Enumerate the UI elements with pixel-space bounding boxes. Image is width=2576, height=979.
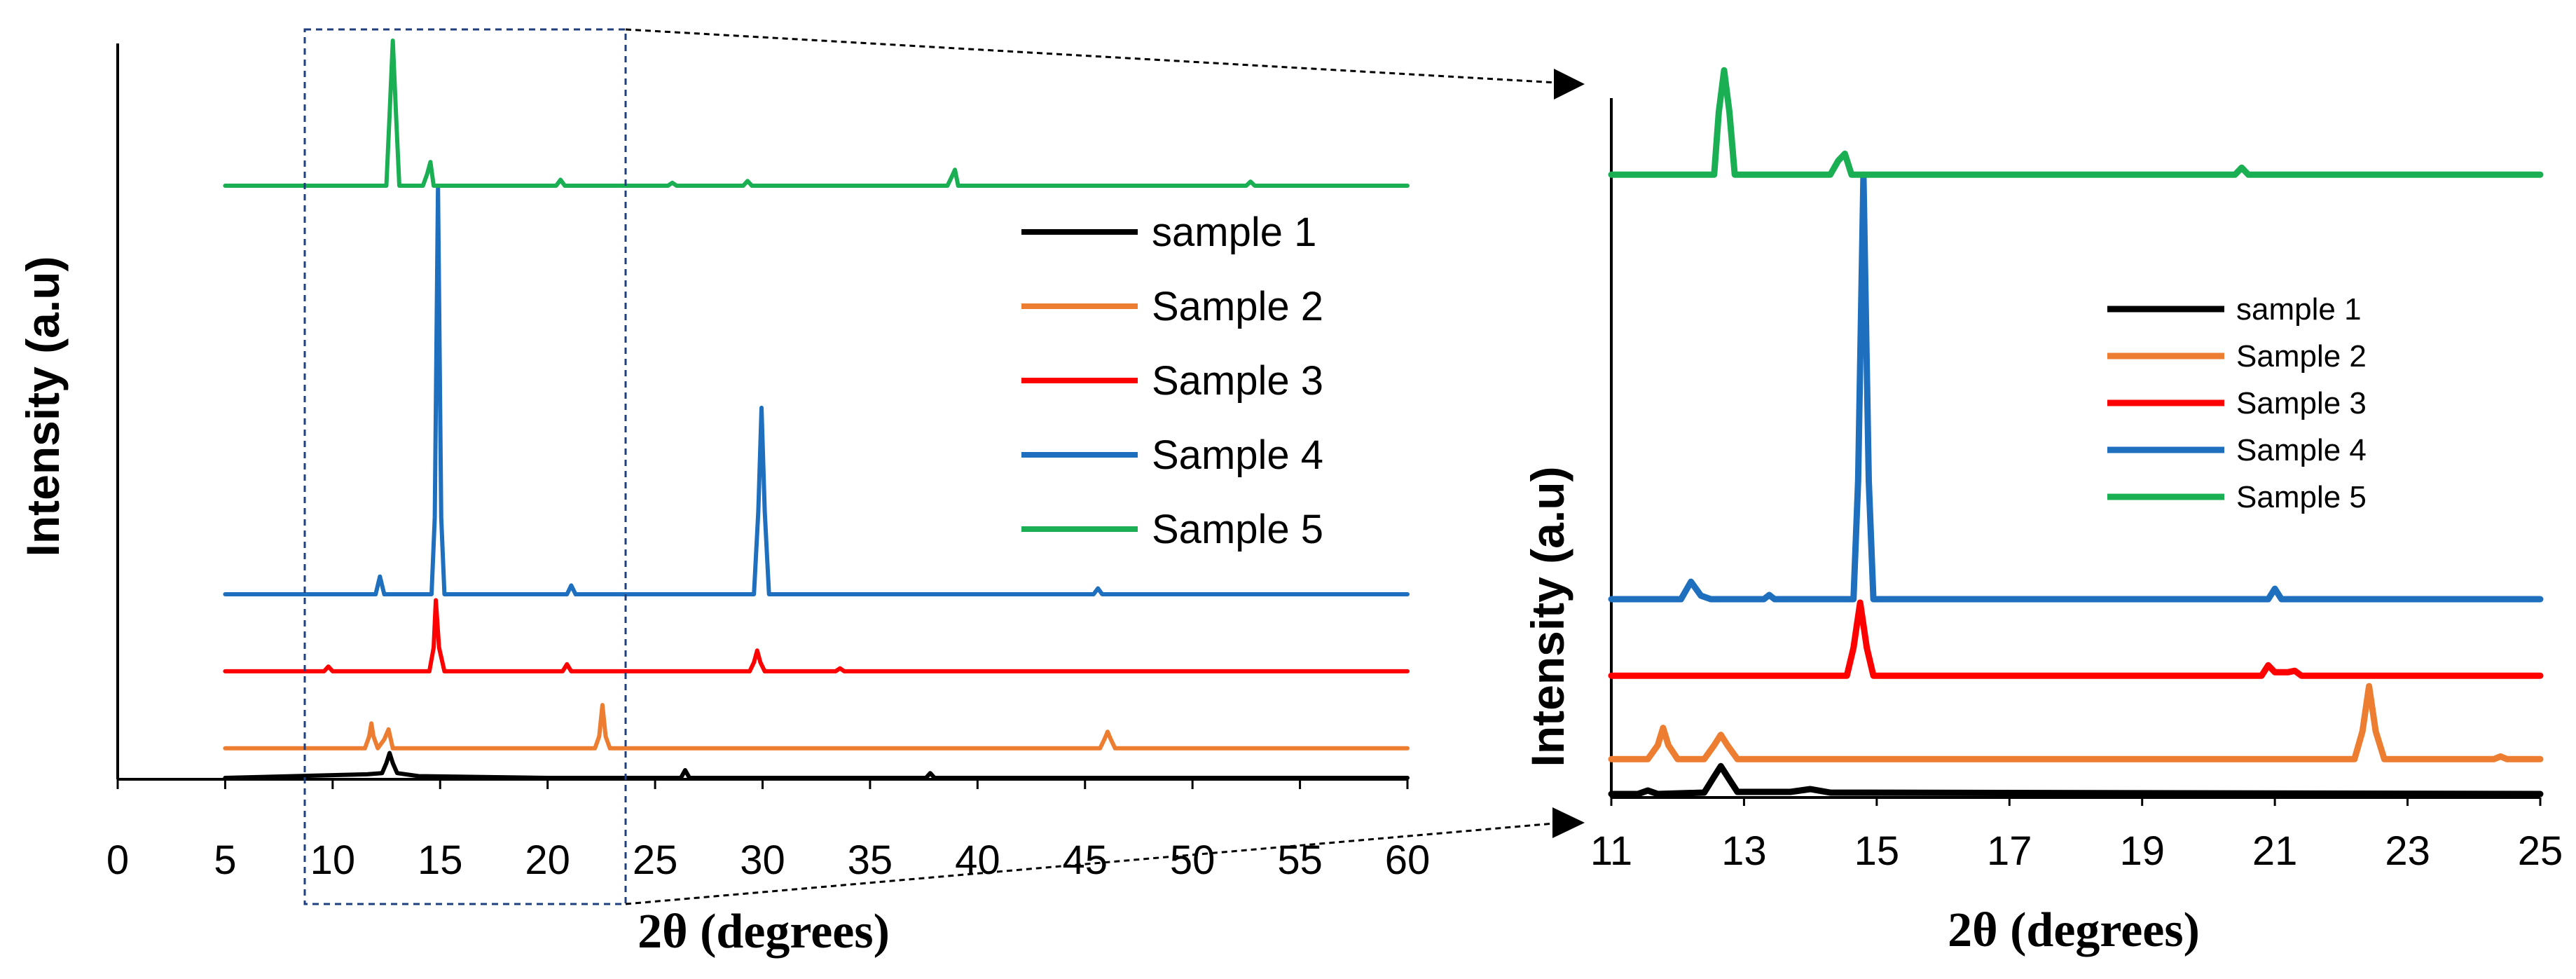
right-x-ticks: 11 13 15 17 19 21 23 25 bbox=[1590, 797, 2563, 874]
legend-label-sample-3: Sample 3 bbox=[1152, 358, 1323, 404]
x-tick-label: 30 bbox=[740, 837, 785, 883]
full-range-panel: 0 5 10 15 20 25 30 35 40 45 50 55 60 Intensity (a.u)… bbox=[17, 28, 1430, 959]
x-tick-label: 17 bbox=[1987, 828, 2032, 874]
zoom-arrowhead-bottom-icon bbox=[1552, 807, 1585, 838]
zoom-connector-bottom bbox=[625, 822, 1555, 905]
series-sample-5 bbox=[1608, 67, 2544, 178]
left-legend: sample 1 Sample 2 Sample 3 Sample 4 Sample 5 bbox=[1021, 210, 1323, 552]
x-tick-label: 15 bbox=[418, 837, 463, 883]
series-sample-5 bbox=[223, 39, 1410, 188]
series-sample-3 bbox=[1608, 599, 2544, 679]
zoom-connector-top bbox=[625, 28, 1583, 88]
zoom-selection-box bbox=[303, 28, 627, 905]
x-tick-label: 45 bbox=[1062, 837, 1108, 883]
legend-label-sample-3: Sample 3 bbox=[2236, 386, 2367, 420]
zoom-arrowhead-top-icon bbox=[1554, 69, 1585, 100]
left-y-axis-label: Intensity (a.u) bbox=[17, 256, 69, 556]
x-tick-label: 25 bbox=[633, 837, 678, 883]
right-y-axis-label: Intensity (a.u) bbox=[1522, 466, 1573, 767]
x-tick-label: 25 bbox=[2518, 828, 2563, 874]
left-x-ticks: 0 5 10 15 20 25 30 35 40 45 50 55 60 bbox=[106, 779, 1430, 883]
x-tick-label: 55 bbox=[1277, 837, 1323, 883]
legend-label-sample-5: Sample 5 bbox=[2236, 480, 2367, 514]
x-tick-label: 0 bbox=[106, 837, 129, 883]
x-tick-label: 23 bbox=[2385, 828, 2430, 874]
x-tick-label: 5 bbox=[214, 837, 236, 883]
x-tick-label: 60 bbox=[1385, 837, 1431, 883]
x-tick-label: 13 bbox=[1721, 828, 1767, 874]
x-tick-label: 10 bbox=[310, 837, 356, 883]
legend-label-sample-2: Sample 2 bbox=[1152, 284, 1323, 329]
series-sample-3 bbox=[223, 598, 1410, 673]
legend-label-sample-4: Sample 4 bbox=[2236, 433, 2367, 467]
series-sample-4 bbox=[223, 184, 1410, 596]
series-sample-1 bbox=[1608, 762, 2544, 797]
series-sample-4 bbox=[1608, 171, 2544, 603]
x-tick-label: 11 bbox=[1590, 828, 1632, 874]
x-tick-label: 21 bbox=[2252, 828, 2298, 874]
series-sample-2 bbox=[223, 703, 1410, 751]
legend-label-sample-1: sample 1 bbox=[1152, 210, 1316, 255]
x-tick-label: 35 bbox=[848, 837, 893, 883]
left-series-group bbox=[223, 39, 1410, 780]
x-tick-label: 15 bbox=[1854, 828, 1900, 874]
series-sample-2 bbox=[1608, 683, 2544, 762]
legend-label-sample-1: sample 1 bbox=[2236, 292, 2362, 327]
right-x-axis-label: 2θ (degrees) bbox=[1948, 903, 2200, 957]
series-sample-1 bbox=[223, 751, 1410, 780]
right-legend: sample 1 Sample 2 Sample 3 Sample 4 Sample 5 bbox=[2107, 292, 2367, 514]
x-tick-label: 20 bbox=[525, 837, 570, 883]
x-tick-label: 50 bbox=[1170, 837, 1215, 883]
x-tick-label: 19 bbox=[2119, 828, 2165, 874]
x-tick-label: 40 bbox=[955, 837, 1000, 883]
left-x-axis-label: 2θ (degrees) bbox=[638, 905, 890, 959]
zoomed-panel: 11 13 15 17 19 21 23 25 Intensity (a.u) 2θ (deg… bbox=[1522, 67, 2563, 957]
right-series-group bbox=[1608, 67, 2544, 797]
legend-label-sample-5: Sample 5 bbox=[1152, 507, 1323, 552]
legend-label-sample-2: Sample 2 bbox=[2236, 339, 2367, 374]
legend-label-sample-4: Sample 4 bbox=[1152, 432, 1323, 478]
